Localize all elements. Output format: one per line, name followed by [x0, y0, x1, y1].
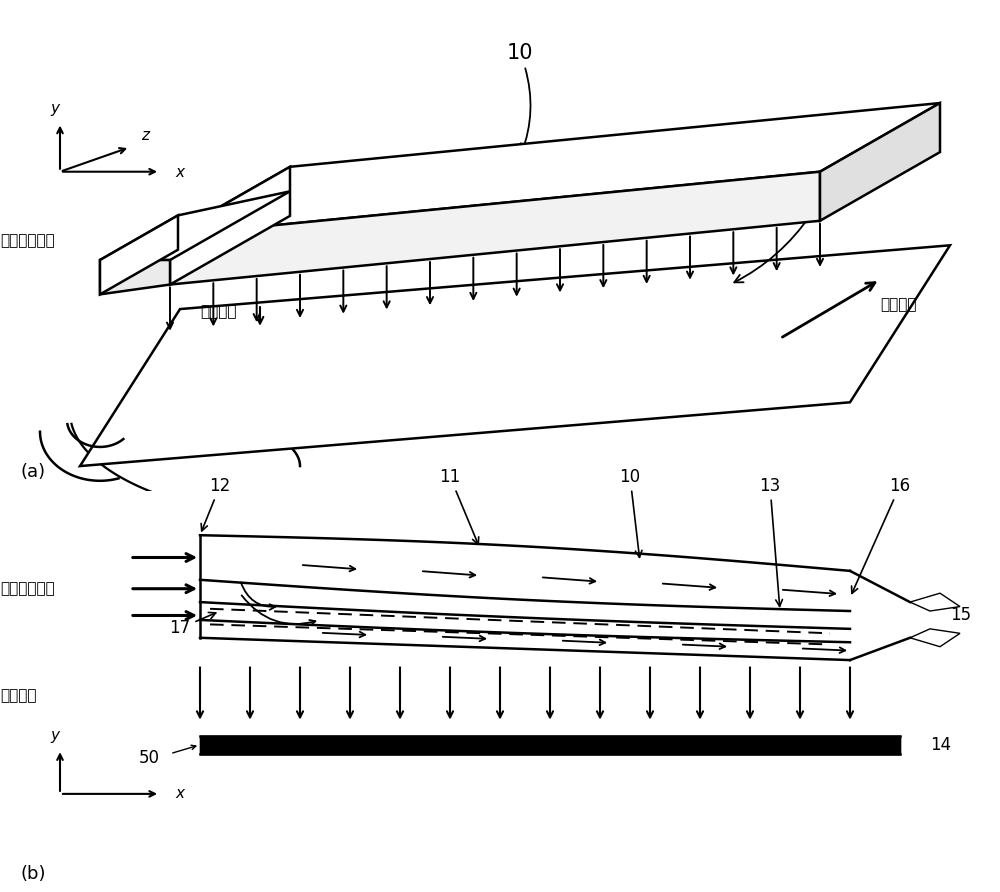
Text: x: x	[176, 787, 184, 801]
Polygon shape	[170, 167, 290, 285]
Polygon shape	[170, 171, 820, 285]
Polygon shape	[820, 103, 940, 220]
Text: 12: 12	[201, 476, 231, 531]
Text: 16: 16	[852, 476, 911, 593]
Text: 13: 13	[759, 476, 782, 607]
Text: y: y	[50, 729, 60, 743]
Text: y: y	[50, 101, 60, 116]
Text: 10: 10	[507, 43, 533, 153]
Text: 喷出方向: 喷出方向	[200, 304, 237, 319]
Text: 17: 17	[169, 613, 216, 637]
Polygon shape	[910, 629, 960, 647]
Text: 50: 50	[139, 749, 160, 767]
Polygon shape	[910, 593, 960, 611]
Text: z: z	[141, 128, 149, 143]
Text: 运送方向: 运送方向	[880, 297, 916, 311]
Text: 10: 10	[619, 467, 642, 558]
Polygon shape	[100, 192, 290, 260]
Text: 气体供给方向: 气体供给方向	[0, 582, 55, 596]
Polygon shape	[100, 260, 170, 294]
Text: 喷出方向: 喷出方向	[0, 689, 36, 703]
Text: (a): (a)	[20, 463, 45, 481]
Text: 50: 50	[734, 190, 833, 283]
Text: x: x	[176, 165, 184, 179]
Polygon shape	[170, 103, 940, 235]
Text: 14: 14	[930, 736, 951, 754]
Text: (b): (b)	[20, 865, 46, 883]
Polygon shape	[100, 215, 178, 294]
Text: 11: 11	[439, 467, 479, 544]
Text: 15: 15	[950, 607, 971, 624]
Text: 气体供给方向: 气体供给方向	[0, 233, 55, 248]
Polygon shape	[80, 245, 950, 466]
